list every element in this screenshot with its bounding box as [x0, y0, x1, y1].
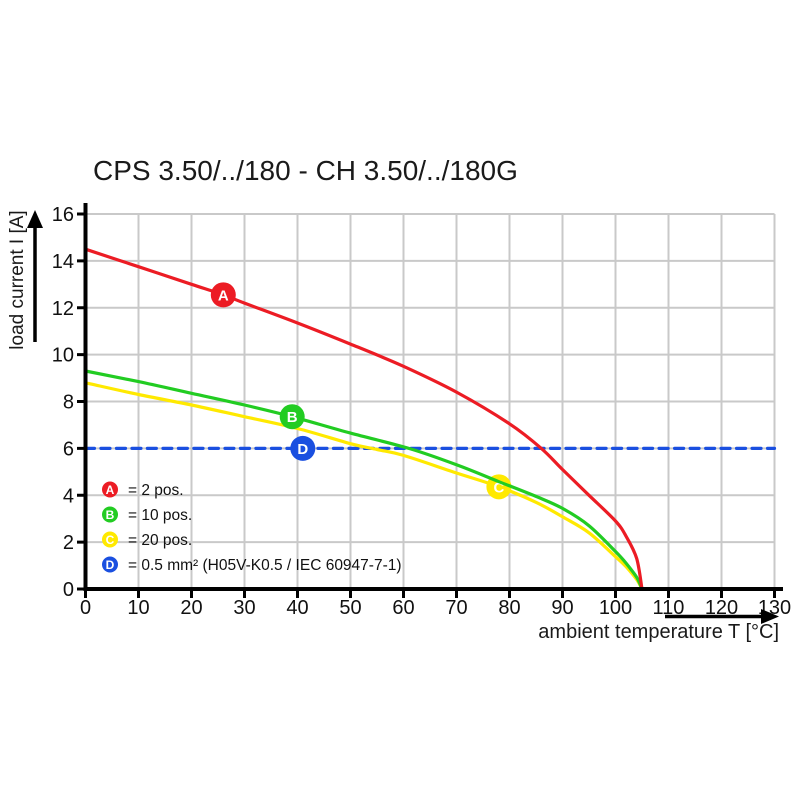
marker-circle-A: [210, 282, 236, 308]
x-tick-label: 80: [498, 597, 520, 619]
legend-label-D: = 0.5 mm² (H05V-K0.5 / IEC 60947-7-1): [128, 557, 402, 574]
curve-C: [83, 381, 644, 591]
axes: 0 10 20 30 40 50 60 70 80 90 100 110 120 130024681012…: [52, 203, 791, 619]
legend-item-B: B = 10 pos.: [102, 506, 192, 524]
chart-title: CPS 3.50/../180 - CH 3.50/../180G: [93, 155, 518, 186]
y-tick-label: 14: [52, 251, 74, 273]
y-tick-label: 6: [63, 438, 74, 460]
x-axis-label: ambient temperature T [°C]: [538, 621, 779, 643]
marker-circle-B: [279, 404, 305, 430]
curve-marker-A: A: [210, 282, 236, 308]
legend-label-C: = 20 pos.: [128, 532, 192, 549]
y-tick-label: 16: [52, 204, 74, 226]
legend-label-A: = 2 pos.: [128, 482, 184, 499]
marker-letter-B: B: [287, 409, 298, 426]
legend-letter-D: D: [106, 558, 115, 572]
curve-marker-B: B: [279, 404, 305, 430]
x-tick-label: 30: [233, 597, 255, 619]
legend-letter-C: C: [106, 533, 115, 547]
legend-marker-A: [102, 481, 118, 498]
legend-item-A: A = 2 pos.: [102, 481, 184, 499]
legend-marker-C: [102, 531, 118, 548]
marker-letter-D: D: [297, 441, 308, 458]
legend-letter-B: B: [106, 508, 115, 522]
curve-marker-D: D: [290, 435, 316, 461]
x-tick-label: 60: [392, 597, 414, 619]
x-tick-label: 10: [127, 597, 149, 619]
grid: [85, 213, 776, 589]
y-tick-label: 0: [63, 579, 74, 601]
legend-label-B: = 10 pos.: [128, 507, 192, 524]
x-tick-label: 20: [180, 597, 202, 619]
x-tick-label: 0: [80, 597, 91, 619]
y-tick-label: 10: [52, 345, 74, 367]
marker-circle-D: [290, 435, 316, 461]
y-tick-label: 2: [63, 532, 74, 554]
x-tick-label: 50: [339, 597, 361, 619]
legend-item-D: D = 0.5 mm² (H05V-K0.5 / IEC 60947-7-1): [102, 556, 402, 574]
x-axis-arrowhead: [761, 609, 779, 624]
marker-letter-C: C: [493, 479, 504, 496]
x-tick-label: 100: [599, 597, 632, 619]
x-tick-label: 90: [551, 597, 573, 619]
legend-marker-B: [102, 506, 118, 523]
y-tick-label: 12: [52, 298, 74, 320]
x-tick-label: 70: [445, 597, 467, 619]
y-tick-label: 8: [63, 392, 74, 414]
x-tick-label: 40: [286, 597, 308, 619]
curve-B: [83, 369, 644, 591]
x-tick-label: 120: [705, 597, 738, 619]
legend-marker-D: [102, 556, 118, 573]
legend-letter-A: A: [106, 483, 115, 497]
marker-letter-A: A: [218, 287, 229, 304]
y-tick-label: 4: [63, 485, 74, 507]
x-tick-label: 110: [653, 597, 685, 619]
y-axis-arrowhead: [27, 210, 43, 228]
legend: A = 2 pos. B = 10 pos. C = 20 pos. D = 0.5 mm² …: [102, 481, 402, 574]
legend-item-C: C = 20 pos.: [102, 531, 192, 549]
